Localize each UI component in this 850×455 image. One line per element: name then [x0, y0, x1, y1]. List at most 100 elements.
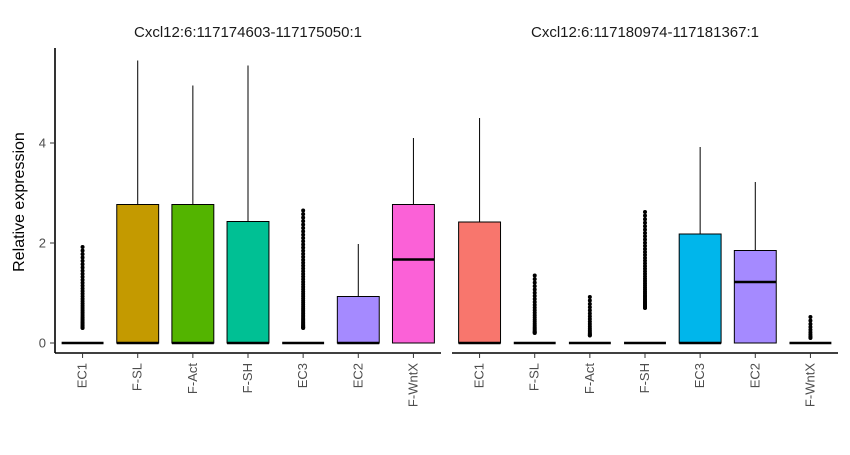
panel-2: Cxcl12:6:117180974-117181367:1 EC1 F-SL F-A…: [452, 24, 838, 407]
outlier-point: [643, 217, 647, 222]
x-tick-label: F-SH: [637, 363, 652, 393]
outlier-point: [301, 219, 306, 224]
outlier-point: [643, 213, 647, 218]
outlier-point: [532, 284, 537, 289]
outlier-point: [808, 318, 813, 323]
outlier-point: [587, 298, 592, 303]
box-F-SH: [226, 65, 270, 345]
box-body: [678, 233, 722, 344]
x-tick-label: EC2: [747, 363, 762, 388]
x-tick-label: EC1: [75, 363, 90, 388]
outlier-point: [301, 239, 306, 244]
outlier-point: [301, 251, 306, 256]
y-tick-label: 0: [39, 336, 46, 351]
outlier-point: [532, 280, 537, 285]
outlier-point: [80, 245, 85, 249]
box-EC1: [458, 118, 502, 345]
outlier-point: [80, 286, 85, 291]
box-F-WntX: [391, 138, 435, 344]
outlier-point: [301, 266, 306, 271]
outlier-point: [587, 295, 592, 299]
outlier-point: [643, 246, 647, 251]
box-F-WntX: [789, 315, 832, 345]
outlier-point: [301, 248, 306, 253]
outlier-point: [80, 268, 85, 273]
outlier-point: [301, 260, 306, 265]
box-body: [391, 204, 435, 344]
outlier-point: [643, 224, 647, 229]
outlier-point: [587, 311, 592, 316]
x-tick-label: EC1: [472, 363, 487, 388]
outlier-point: [808, 321, 813, 326]
x-tick-label: EC3: [692, 363, 707, 388]
outlier-point: [80, 252, 85, 257]
box-body: [458, 221, 502, 344]
outlier-point: [80, 262, 85, 267]
outlier-point: [643, 258, 647, 263]
outlier-point: [80, 258, 85, 263]
outlier-point: [80, 265, 85, 270]
box-EC2: [336, 244, 380, 345]
outlier-point: [643, 255, 647, 260]
outlier-point: [301, 257, 306, 262]
y-tick-label: 4: [39, 136, 46, 151]
outlier-point: [532, 299, 537, 304]
outlier-point: [301, 263, 306, 268]
outlier-point: [532, 302, 537, 307]
x-tick-label: F-SL: [527, 363, 542, 391]
box-F-SL: [116, 60, 160, 345]
outlier-point: [808, 327, 813, 332]
box-EC3: [282, 208, 325, 345]
outlier-point: [301, 245, 306, 250]
outlier-point: [301, 208, 306, 213]
outlier-point: [532, 277, 537, 282]
outlier-point: [301, 269, 306, 274]
outlier-point: [643, 261, 647, 266]
outlier-point: [301, 242, 306, 247]
outlier-point: [643, 230, 647, 235]
outlier-point: [301, 236, 306, 241]
outlier-point: [643, 240, 647, 245]
outlier-point: [587, 314, 592, 319]
outlier-point: [532, 273, 537, 278]
x-tick-label: F-WntX: [405, 363, 420, 407]
outlier-point: [532, 297, 537, 302]
box-EC1: [61, 245, 104, 345]
x-tick-label: F-SH: [240, 363, 255, 393]
box-EC2: [733, 182, 777, 344]
box-F-Act: [171, 85, 215, 345]
outlier-point: [80, 274, 85, 279]
outlier-point: [532, 287, 537, 292]
outlier-point: [643, 220, 647, 225]
outlier-point: [587, 305, 592, 310]
panels: Cxcl12:6:117174603-117175050:1 EC1 F-SL F-A…: [55, 24, 838, 407]
box-F-SL: [513, 273, 556, 345]
outlier-point: [80, 277, 85, 282]
outlier-point: [532, 305, 537, 310]
box-body: [116, 204, 160, 344]
outlier-point: [587, 308, 592, 313]
outlier-point: [808, 325, 813, 330]
outlier-point: [301, 254, 306, 259]
outlier-point: [301, 222, 306, 227]
box-EC3: [678, 147, 722, 345]
outlier-point: [80, 283, 85, 288]
outlier-point: [80, 248, 85, 253]
x-tick-label: F-SL: [130, 363, 145, 391]
y-axis: 0 2 4: [39, 48, 56, 353]
outlier-point: [643, 237, 647, 242]
y-axis-label: Relative expression: [11, 132, 28, 272]
panel-title: Cxcl12:6:117174603-117175050:1: [134, 24, 362, 41]
outlier-point: [808, 315, 813, 319]
outlier-point: [643, 249, 647, 254]
outlier-point: [80, 255, 85, 260]
outlier-point: [643, 210, 647, 214]
box-body: [733, 250, 777, 344]
outlier-point: [301, 229, 306, 234]
outlier-point: [301, 212, 306, 217]
outlier-point: [301, 226, 306, 231]
outlier-point: [643, 252, 647, 257]
x-tick-label: F-Act: [185, 363, 200, 394]
